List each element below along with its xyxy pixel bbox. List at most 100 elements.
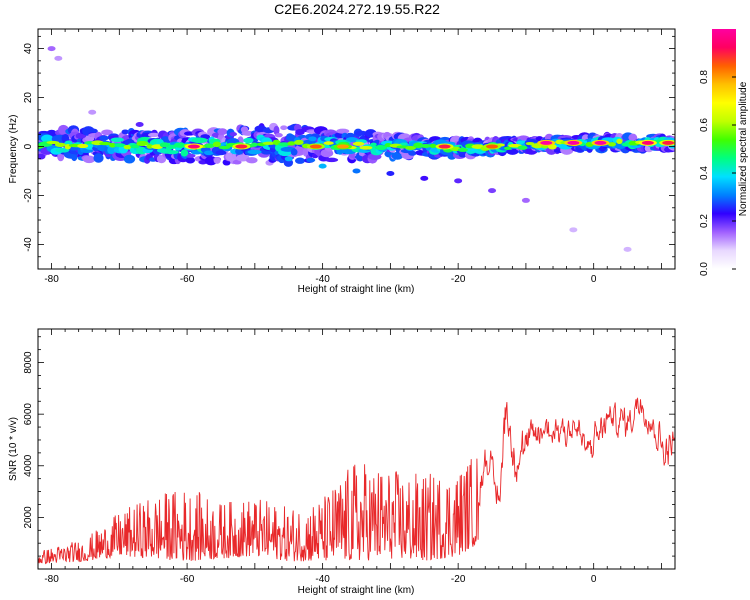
- heatmap-cell: [77, 143, 89, 149]
- heatmap-cell: [114, 143, 126, 148]
- heatmap-cell: [594, 140, 607, 145]
- x-tick-label: 0: [591, 574, 597, 585]
- heatmap-cell: [99, 141, 112, 146]
- heatmap-cell: [486, 144, 499, 149]
- heatmap-cell: [101, 129, 113, 136]
- heatmap-cell: [284, 156, 293, 162]
- spectrogram-y-ticks: -40 -20 0 20 40: [23, 35, 675, 270]
- heatmap-cell: [278, 142, 290, 147]
- heatmap-cell: [336, 128, 350, 134]
- heatmap-cell: [306, 157, 316, 163]
- snr-ylabel: SNR (10 * v/v): [8, 417, 19, 481]
- heatmap-cell: [454, 178, 463, 184]
- spectrogram-ylabel: Frequency (Hz): [8, 115, 19, 184]
- spectrogram-x-ticks: -80 -60 -40 -20 0: [37, 29, 676, 285]
- heatmap-cell: [438, 144, 451, 149]
- heatmap-cell: [506, 148, 519, 155]
- colorbar-tick-label: 0.0: [699, 262, 710, 276]
- heatmap-cell: [504, 146, 512, 150]
- spectrogram-marks: [38, 46, 675, 252]
- colorbar-label: Normalized spectral amplitude: [738, 81, 749, 216]
- heatmap-cell: [159, 142, 170, 148]
- figure-title: C2E6.2024.272.19.55.R22: [274, 1, 440, 17]
- heatmap-cell: [607, 142, 617, 147]
- heatmap-cell: [243, 137, 254, 144]
- x-tick-label: -60: [180, 574, 195, 585]
- heatmap-cell: [525, 141, 535, 146]
- heatmap-cell: [323, 141, 334, 145]
- heatmap-cell: [318, 163, 327, 169]
- heatmap-cell: [185, 153, 196, 158]
- y-tick-label: 0: [23, 143, 34, 149]
- heatmap-cell: [419, 144, 432, 148]
- heatmap-cell: [540, 140, 553, 145]
- heatmap-cell: [359, 145, 373, 150]
- heatmap-cell: [345, 137, 359, 143]
- heatmap-cell: [521, 197, 530, 203]
- heatmap-cell: [309, 144, 322, 149]
- y-tick-label: 20: [23, 92, 34, 104]
- colorbar: 0.0 0.2 0.4 0.6 0.8 Normalized spectral ampl…: [699, 29, 749, 276]
- heatmap-cell: [290, 148, 298, 156]
- heatmap-cell: [165, 150, 179, 155]
- y-tick-label: 8000: [23, 351, 34, 374]
- heatmap-cell: [386, 170, 395, 176]
- snr-xlabel: Height of straight line (km): [298, 585, 415, 596]
- heatmap-cell: [336, 144, 349, 149]
- heatmap-cell: [136, 141, 149, 147]
- heatmap-cell: [287, 141, 296, 146]
- y-tick-label: 2000: [23, 506, 34, 529]
- heatmap-cell: [352, 141, 365, 146]
- heatmap-cell: [47, 46, 56, 52]
- snr-series-line: [37, 397, 675, 565]
- x-tick-label: -60: [180, 274, 195, 285]
- heatmap-cell: [354, 130, 368, 136]
- heatmap-cell: [616, 138, 623, 144]
- heatmap-cell: [273, 125, 280, 136]
- heatmap-cell: [662, 140, 675, 145]
- heatmap-cell: [110, 137, 124, 143]
- heatmap-cell: [82, 155, 96, 164]
- heatmap-cell: [294, 139, 304, 145]
- colorbar-ticks: 0.0 0.2 0.4 0.6 0.8: [699, 70, 736, 276]
- heatmap-cell: [420, 175, 429, 181]
- heatmap-cells: [38, 46, 675, 252]
- snr-frame: [37, 328, 676, 570]
- colorbar-tick-label: 0.6: [699, 118, 710, 132]
- heatmap-cell: [130, 144, 140, 149]
- heatmap-cell: [180, 149, 189, 157]
- heatmap-cell: [93, 153, 104, 163]
- heatmap-cell: [623, 246, 632, 252]
- heatmap-cell: [215, 150, 227, 156]
- snr-panel: -80 -60 -40 -20 0 2000 4000 6000 8000 Height of…: [8, 328, 676, 596]
- heatmap-cell: [54, 55, 63, 61]
- heatmap-cell: [57, 152, 65, 162]
- x-tick-label: -80: [44, 574, 59, 585]
- heatmap-cell: [274, 132, 283, 138]
- heatmap-cell: [121, 129, 129, 135]
- heatmap-cell: [148, 132, 160, 138]
- spectrogram-xlabel: Height of straight line (km): [298, 284, 415, 295]
- heatmap-cell: [80, 148, 94, 153]
- heatmap-cell: [185, 157, 196, 164]
- x-tick-label: -20: [451, 274, 466, 285]
- heatmap-cell: [191, 137, 208, 144]
- heatmap-cell: [203, 150, 214, 156]
- heatmap-cell: [294, 157, 305, 164]
- heatmap-cell: [235, 154, 250, 162]
- heatmap-cell: [213, 157, 221, 164]
- heatmap-cell: [352, 168, 361, 174]
- heatmap-cell: [212, 141, 221, 148]
- heatmap-cell: [517, 145, 528, 150]
- colorbar-tick-label: 0.8: [699, 70, 710, 84]
- heatmap-cell: [217, 128, 228, 136]
- heatmap-cell: [123, 144, 132, 150]
- heatmap-cell: [46, 140, 60, 145]
- heatmap-cell: [325, 157, 339, 163]
- heatmap-cell: [429, 143, 437, 148]
- heatmap-cell: [250, 142, 258, 147]
- heatmap-cell: [374, 145, 387, 151]
- heatmap-cell: [641, 140, 654, 145]
- x-tick-label: -20: [451, 574, 466, 585]
